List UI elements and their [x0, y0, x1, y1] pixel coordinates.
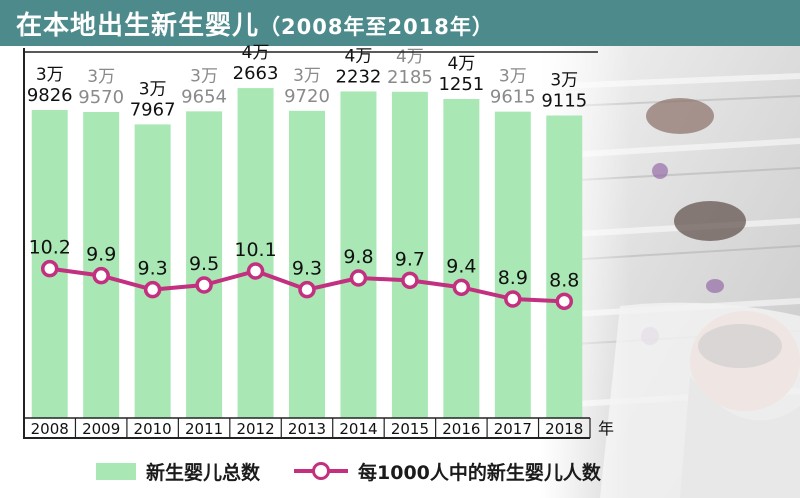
- rate-label-2014: 9.8: [343, 246, 373, 268]
- x-tick-label-2013: 2013: [288, 420, 326, 438]
- rate-point-2014: [349, 269, 368, 287]
- rate-label-2010: 9.3: [138, 258, 168, 280]
- legend: 新生婴儿总数 每1000人中的新生婴儿人数: [96, 456, 601, 486]
- bar-label-bottom-2009: 9570: [78, 87, 124, 108]
- bar-label-top-2013: 3万: [293, 66, 321, 86]
- bar-2016: [443, 98, 480, 419]
- bar-label-top-2008: 3万: [36, 65, 64, 85]
- bar-label-bottom-2018: 9115: [541, 91, 587, 112]
- rate-point-2017: [504, 290, 522, 308]
- x-axis-group: 2008 2009 2010 2011 2012 2013 2014 2015 2016 2017…: [23, 48, 614, 439]
- bar-label-bottom-2013: 9720: [284, 86, 330, 107]
- rate-point-2015: [401, 271, 419, 290]
- rate-label-2017: 8.9: [498, 267, 528, 289]
- bar-label-top-2015: 4万: [396, 47, 424, 67]
- x-axis-unit: 年: [598, 419, 614, 438]
- bar-2011: [186, 111, 223, 418]
- bar-2015: [391, 91, 428, 418]
- bar-label-top-2010: 3万: [139, 79, 167, 99]
- rate-point-2016: [452, 278, 471, 297]
- legend-line-swatch: [294, 462, 349, 480]
- bar-label-top-2009: 3万: [87, 67, 115, 87]
- x-tick-label-2016: 2016: [442, 420, 480, 438]
- rate-label-2016: 9.4: [446, 255, 476, 277]
- bar-2012: [237, 88, 274, 418]
- bar-label-top-2012: 4万: [242, 43, 270, 63]
- rate-point-2013: [298, 280, 316, 299]
- newborn-photo-background: [540, 46, 800, 498]
- rate-point-2008: [40, 259, 59, 278]
- x-tick-label-2011: 2011: [185, 420, 223, 438]
- x-tick-label-2015: 2015: [391, 420, 429, 438]
- x-tick-label-2014: 2014: [339, 420, 377, 438]
- bar-2018: [546, 115, 583, 418]
- legend-label-rate: 每1000人中的新生婴儿人数: [358, 461, 601, 484]
- legend-item-births: 新生婴儿总数: [96, 458, 260, 485]
- x-tick-label-2017: 2017: [494, 420, 532, 438]
- bar-label-bottom-2017: 9615: [490, 87, 536, 108]
- bar-label-bottom-2015: 2185: [387, 67, 433, 88]
- bar-label-top-2011: 3万: [190, 66, 218, 86]
- bar-label-bottom-2011: 9654: [181, 86, 227, 107]
- x-tick-label-2009: 2009: [82, 420, 120, 438]
- rate-label-2009: 9.9: [86, 244, 116, 266]
- x-tick-label-2010: 2010: [134, 420, 172, 438]
- bar-label-top-2017: 3万: [499, 67, 527, 87]
- x-tick-label-2018: 2018: [545, 420, 583, 438]
- rate-point-2009: [92, 266, 110, 285]
- bar-label-top-2018: 3万: [550, 71, 578, 91]
- chart-title: 在本地出生新生婴儿（2008年至2018年）: [16, 5, 494, 42]
- x-tick-label-2008: 2008: [31, 420, 69, 438]
- rate-label-2018: 8.8: [549, 269, 579, 291]
- x-tick-label-2012: 2012: [236, 420, 274, 438]
- rate-point-2010: [143, 280, 162, 299]
- chart-title-main: 在本地出生新生婴儿: [16, 10, 260, 41]
- newborn-photo-illustration: [540, 46, 800, 498]
- bar-2014: [340, 91, 377, 418]
- bar-label-bottom-2010: 7967: [130, 99, 176, 120]
- rate-label-2012: 10.1: [234, 239, 276, 261]
- bar-2009: [83, 111, 120, 418]
- rate-line-group: 10.2 9.9 9.3 9.5 10.1 9.3 9.8 9.7 9.4 8.9 8.8: [29, 237, 579, 311]
- bar-2010: [134, 124, 171, 418]
- chart-title-bar: 在本地出生新生婴儿（2008年至2018年）: [0, 0, 800, 46]
- bar-label-bottom-2014: 2232: [336, 66, 382, 87]
- bar-label-bottom-2016: 1251: [438, 74, 484, 95]
- bars-group: [31, 88, 583, 419]
- bar-label-top-2016: 4万: [447, 54, 475, 74]
- bar-2017: [494, 111, 531, 419]
- bar-2013: [289, 110, 325, 418]
- rate-point-2018: [555, 292, 574, 311]
- rate-label-2011: 9.5: [189, 253, 219, 275]
- chart-frame: [23, 48, 590, 439]
- rate-label-2008: 10.2: [29, 237, 71, 259]
- bar-label-top-2014: 4万: [345, 46, 373, 66]
- rate-label-2013: 9.3: [292, 258, 322, 280]
- legend-item-rate: 每1000人中的新生婴儿人数: [294, 458, 601, 485]
- bar-label-bottom-2012: 2663: [233, 63, 279, 84]
- rate-point-2011: [195, 276, 213, 294]
- bar-label-bottom-2008: 9826: [27, 85, 73, 106]
- rate-label-2015: 9.7: [395, 248, 425, 270]
- legend-bar-swatch: [96, 462, 136, 480]
- chart-title-sub: （2008年至2018年）: [259, 14, 494, 39]
- rate-point-2012: [246, 262, 265, 280]
- legend-label-births: 新生婴儿总数: [146, 461, 261, 484]
